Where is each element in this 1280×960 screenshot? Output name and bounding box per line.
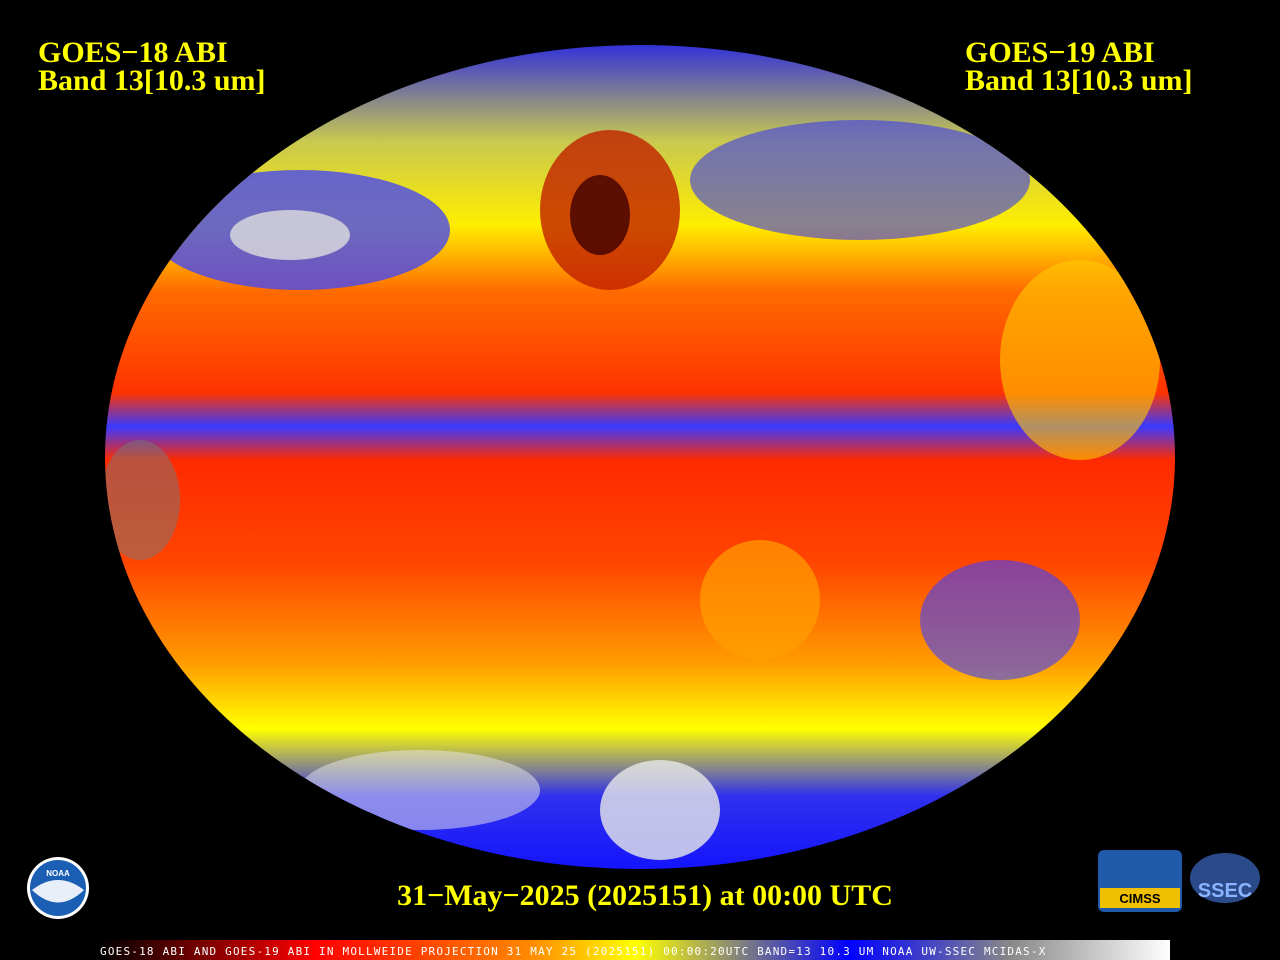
ssec-text: SSEC	[1198, 880, 1252, 902]
color-bar	[100, 940, 1170, 960]
right-band: Band 13[10.3 um]	[965, 64, 1193, 97]
right-satellite: GOES−19 ABI	[965, 36, 1155, 69]
cimss-text: CIMSS	[1119, 891, 1161, 906]
left-band: Band 13[10.3 um]	[38, 64, 266, 97]
left-satellite: GOES−18 ABI	[38, 36, 228, 69]
cimss-logo: CIMSS	[1098, 850, 1182, 912]
earth-disk	[105, 45, 1175, 869]
timestamp: 31−May−2025 (2025151) at 00:00 UTC	[397, 879, 893, 912]
noaa-text: NOAA	[46, 869, 70, 878]
ssec-logo: SSEC	[1190, 853, 1260, 903]
noaa-logo: NOAA	[27, 857, 89, 919]
footer-caption: GOES-18 ABI AND GOES-19 ABI IN MOLLWEIDE…	[100, 945, 1047, 958]
